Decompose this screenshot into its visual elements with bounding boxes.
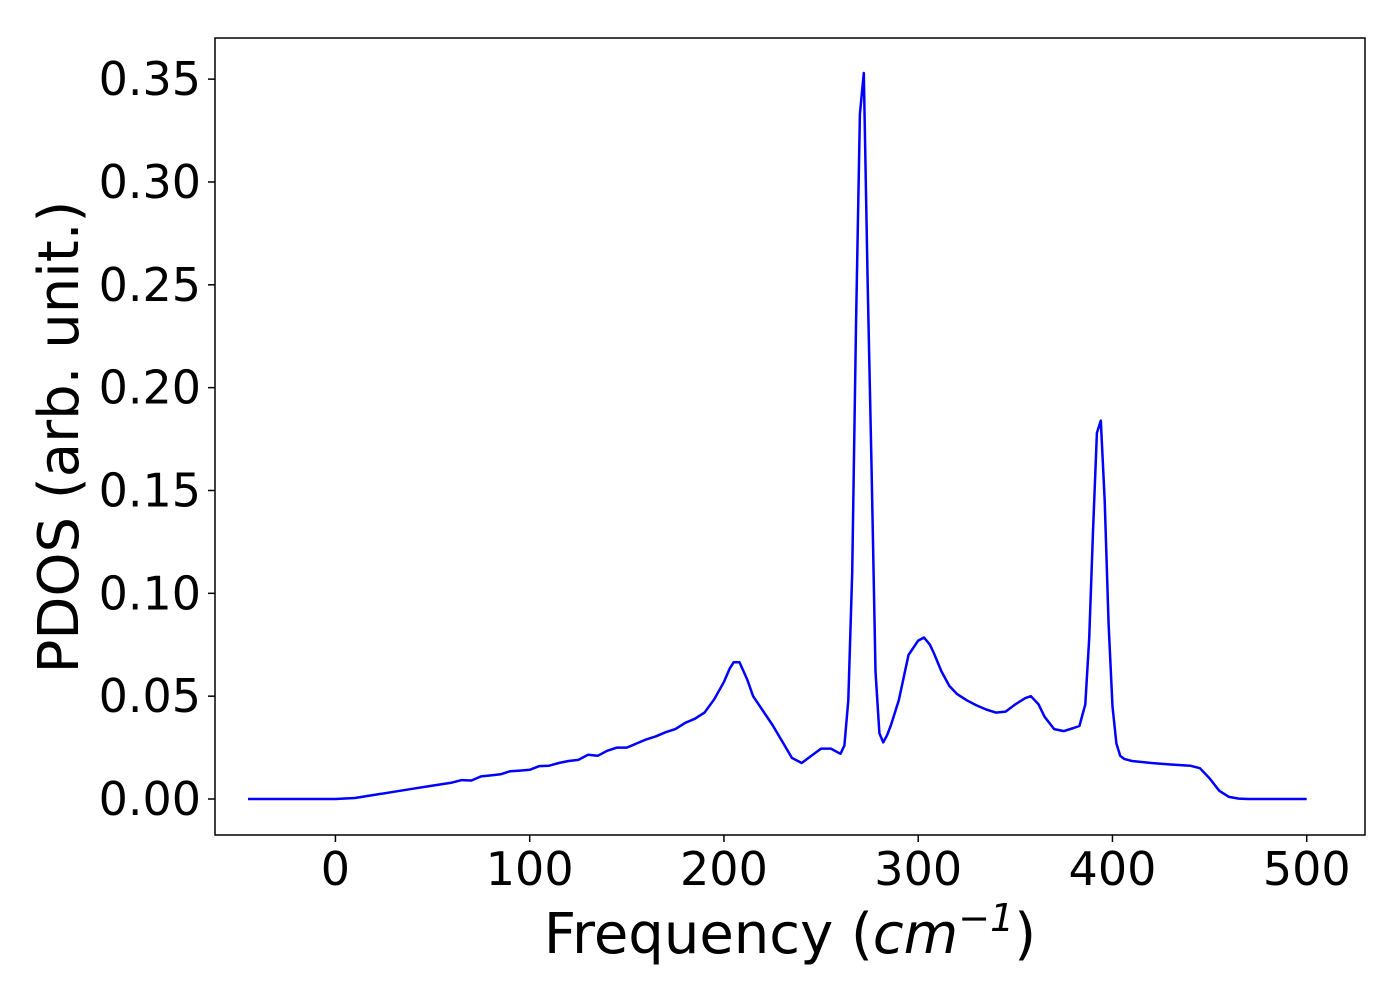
series-line-0 [248,71,1307,801]
y-tick-label: 0.35 [99,52,201,106]
y-axis-label: PDOS (arb. unit.) [27,201,92,674]
y-tick-label: 0.00 [99,772,201,826]
x-tick-label: 100 [486,842,574,896]
x-tick-label: 300 [874,842,962,896]
x-axis-ticks: 0 100 200 300 400 500 [321,835,1351,896]
y-tick-label: 0.05 [99,669,201,723]
x-tick-label: 500 [1263,842,1351,896]
x-tick-label: 400 [1069,842,1157,896]
x-tick-label: 0 [321,842,350,896]
y-tick-label: 0.15 [99,463,201,517]
series-layer [248,71,1307,801]
x-tick-label: 200 [680,842,768,896]
x-axis-label: Frequency (cm−1) [544,896,1036,967]
y-tick-label: 0.25 [99,258,201,312]
y-tick-label: 0.10 [99,566,201,620]
y-axis-ticks: 0.00 0.05 0.10 0.15 0.20 0.25 0.30 0.35 [99,52,215,826]
y-tick-label: 0.30 [99,155,201,209]
y-tick-label: 0.20 [99,361,201,415]
plot-area-frame [214,37,1366,836]
